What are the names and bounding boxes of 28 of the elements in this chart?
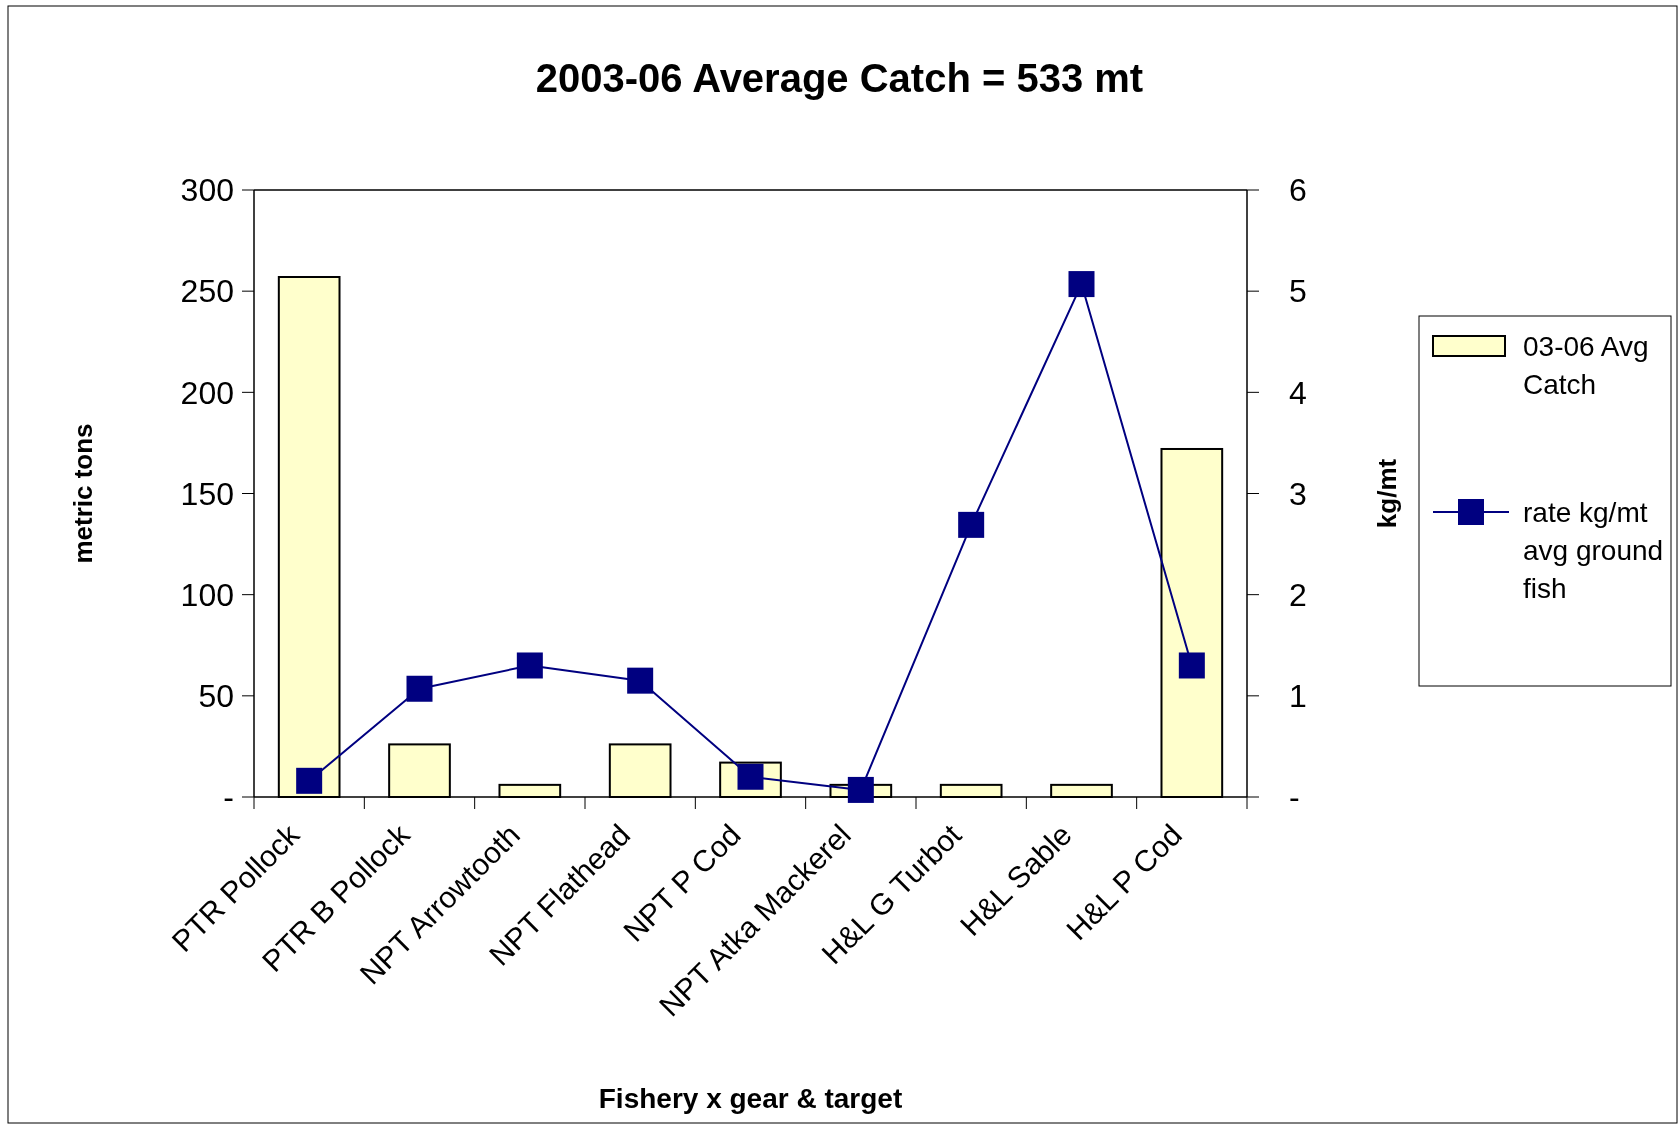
point bbox=[847, 776, 874, 803]
point bbox=[1068, 271, 1095, 298]
point bbox=[296, 767, 323, 794]
legend-label: 03-06 Avg Catch bbox=[1523, 331, 1649, 400]
y-tick-label: 150 bbox=[180, 475, 234, 512]
chart-title: 2003-06 Average Catch = 533 mt bbox=[535, 56, 1144, 100]
point bbox=[516, 652, 543, 679]
y2-tick-label: 4 bbox=[1289, 374, 1307, 411]
x-axis-title: Fishery x gear & target bbox=[598, 1083, 903, 1114]
y-tick-label: 50 bbox=[198, 678, 234, 715]
y2-tick-label: 3 bbox=[1289, 475, 1307, 512]
y-tick-label: 100 bbox=[180, 576, 234, 613]
legend-label: rate kg/mt avg ground fish bbox=[1523, 497, 1664, 604]
y-tick-label: 250 bbox=[180, 273, 234, 310]
point bbox=[406, 675, 433, 702]
y-axis-title: metric tons bbox=[68, 423, 98, 564]
point bbox=[1178, 652, 1205, 679]
y-tick-label: - bbox=[223, 779, 234, 816]
point bbox=[958, 511, 985, 538]
y-tick-label: 300 bbox=[180, 172, 234, 209]
y2-axis-title: kg/mt bbox=[1372, 458, 1402, 529]
point bbox=[627, 667, 654, 694]
y2-tick-label: 6 bbox=[1289, 172, 1307, 209]
y2-tick-label: 1 bbox=[1289, 678, 1307, 715]
y-tick-label: 200 bbox=[180, 374, 234, 411]
y2-tick-label: 5 bbox=[1289, 273, 1307, 310]
y2-tick-label: 2 bbox=[1289, 576, 1307, 613]
y2-tick-label: - bbox=[1289, 779, 1300, 816]
